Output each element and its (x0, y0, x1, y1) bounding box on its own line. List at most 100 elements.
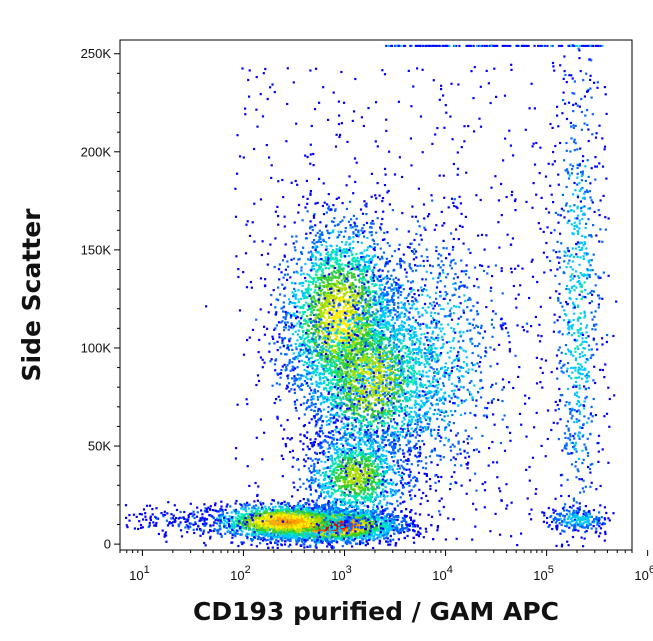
data-point (369, 516, 372, 519)
data-point (338, 522, 341, 525)
data-point (417, 535, 420, 538)
data-point (364, 544, 367, 547)
data-point (386, 513, 389, 516)
data-point (376, 533, 379, 536)
data-point (349, 542, 352, 545)
data-point (322, 529, 325, 532)
data-point (380, 529, 383, 532)
data-point (338, 533, 341, 536)
data-point (303, 546, 306, 549)
data-point (312, 525, 315, 528)
data-point (300, 529, 303, 532)
data-point (322, 535, 325, 538)
data-point (318, 539, 321, 542)
data-point (317, 507, 320, 510)
data-point (390, 518, 393, 521)
data-point (367, 531, 370, 534)
data-point (395, 526, 398, 529)
data-point (334, 538, 337, 541)
data-point (364, 534, 367, 537)
data-point (412, 536, 415, 539)
data-point (342, 531, 345, 534)
data-point (386, 540, 389, 543)
data-point (277, 532, 280, 535)
data-point (397, 530, 400, 533)
data-point (340, 537, 343, 540)
data-point (340, 514, 343, 517)
data-point (333, 535, 336, 539)
data-point (413, 530, 416, 533)
data-point (380, 521, 383, 524)
data-point (331, 504, 334, 507)
data-point (308, 503, 311, 506)
data-point (365, 512, 368, 516)
data-point (246, 523, 249, 526)
data-point (419, 532, 422, 535)
data-point (404, 527, 407, 530)
data-point (365, 530, 368, 533)
data-point (361, 541, 364, 544)
data-point (355, 516, 358, 519)
data-point (346, 507, 349, 511)
data-point (292, 509, 296, 512)
data-point (296, 536, 299, 539)
data-point (356, 533, 359, 536)
data-point (313, 537, 316, 540)
data-point (360, 534, 363, 537)
data-point (358, 534, 362, 537)
data-point (302, 505, 305, 508)
data-point (375, 515, 378, 518)
data-point (376, 513, 379, 516)
data-point (342, 533, 345, 536)
data-point (346, 524, 349, 527)
data-point (392, 519, 395, 522)
data-point (355, 524, 358, 527)
data-point (359, 512, 363, 515)
data-point (398, 523, 401, 526)
data-point (419, 527, 422, 530)
data-point (385, 536, 388, 539)
data-point (295, 539, 298, 542)
data-point (407, 529, 410, 533)
data-point (382, 530, 385, 533)
data-point (401, 524, 404, 527)
data-point (412, 520, 415, 523)
data-point (311, 539, 314, 542)
data-point (326, 545, 329, 548)
data-point (331, 546, 334, 550)
data-point (392, 527, 395, 530)
data-point (367, 513, 370, 516)
data-point (380, 518, 383, 521)
data-point (289, 531, 292, 534)
data-point (425, 530, 428, 533)
data-point (395, 528, 398, 531)
data-point (379, 536, 382, 539)
data-point (383, 515, 386, 518)
data-point (332, 515, 335, 518)
data-point (391, 521, 394, 524)
data-point (388, 517, 391, 520)
data-point (354, 533, 357, 536)
data-point (345, 542, 349, 545)
data-point (382, 528, 385, 532)
data-point (393, 522, 396, 525)
data-point (357, 533, 360, 536)
data-point (264, 533, 267, 536)
data-point (386, 537, 389, 540)
data-point (296, 530, 299, 533)
data-point (378, 542, 381, 545)
data-point (347, 535, 350, 538)
data-point (345, 507, 348, 510)
data-point (327, 525, 330, 528)
data-point (343, 514, 346, 517)
data-point (289, 543, 292, 546)
data-point (268, 527, 272, 530)
data-point (389, 526, 392, 530)
data-point (320, 533, 323, 536)
data-point (284, 540, 287, 543)
data-point (333, 523, 336, 526)
data-point (338, 531, 341, 534)
data-point (389, 540, 392, 543)
data-point (370, 513, 373, 517)
data-point (342, 528, 345, 532)
